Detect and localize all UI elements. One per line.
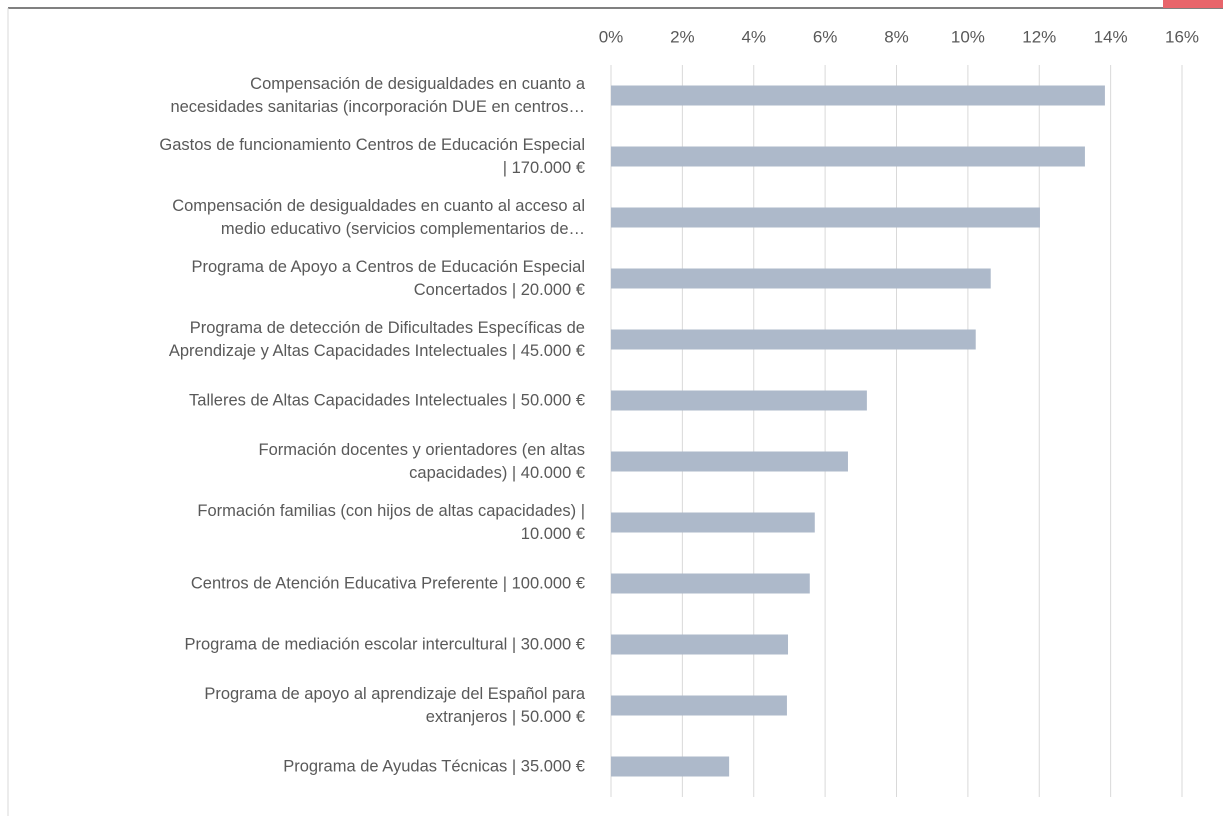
x-tick-label: 8% — [884, 27, 909, 46]
y-tick-label: Programa de detección de Dificultades Es… — [168, 318, 585, 360]
bar — [611, 573, 810, 594]
x-tick-label: 2% — [670, 27, 695, 46]
y-tick-label: Programa de mediación escolar intercultu… — [184, 635, 585, 653]
x-tick-label: 14% — [1094, 27, 1128, 46]
bar — [611, 329, 976, 350]
y-tick-label: Compensación de desigualdades en cuanto … — [172, 196, 585, 238]
bar — [611, 756, 730, 777]
y-tick-label: Centros de Atención Educativa Preferente… — [190, 574, 585, 592]
bar — [611, 268, 991, 289]
x-tick-label: 12% — [1022, 27, 1056, 46]
y-tick-label: Programa de Apoyo a Centros de Educación… — [191, 257, 586, 299]
y-tick-label: Talleres de Altas Capacidades Intelectua… — [189, 391, 585, 409]
x-tick-label: 10% — [951, 27, 985, 46]
bar — [611, 85, 1105, 106]
bar — [611, 390, 867, 411]
bar — [611, 695, 787, 716]
x-tick-label: 0% — [599, 27, 624, 46]
y-tick-label: Compensación de desigualdades en cuanto … — [170, 74, 585, 116]
bar — [611, 512, 815, 533]
x-tick-label: 6% — [813, 27, 838, 46]
corner-tab — [1163, 0, 1223, 8]
bar — [611, 634, 789, 655]
x-tick-label: 4% — [741, 27, 766, 46]
bar — [611, 207, 1040, 228]
y-tick-label: Formación familias (con hijos de altas c… — [197, 501, 585, 543]
y-tick-label: Formación docentes y orientadores (en al… — [258, 440, 585, 482]
y-tick-label: Programa de Ayudas Técnicas | 35.000 € — [283, 757, 585, 775]
y-tick-label: Gastos de funcionamiento Centros de Educ… — [159, 135, 585, 177]
y-tick-label: Programa de apoyo al aprendizaje del Esp… — [204, 684, 585, 726]
bar — [611, 146, 1085, 167]
x-tick-label: 16% — [1165, 27, 1199, 46]
bar — [611, 451, 848, 472]
